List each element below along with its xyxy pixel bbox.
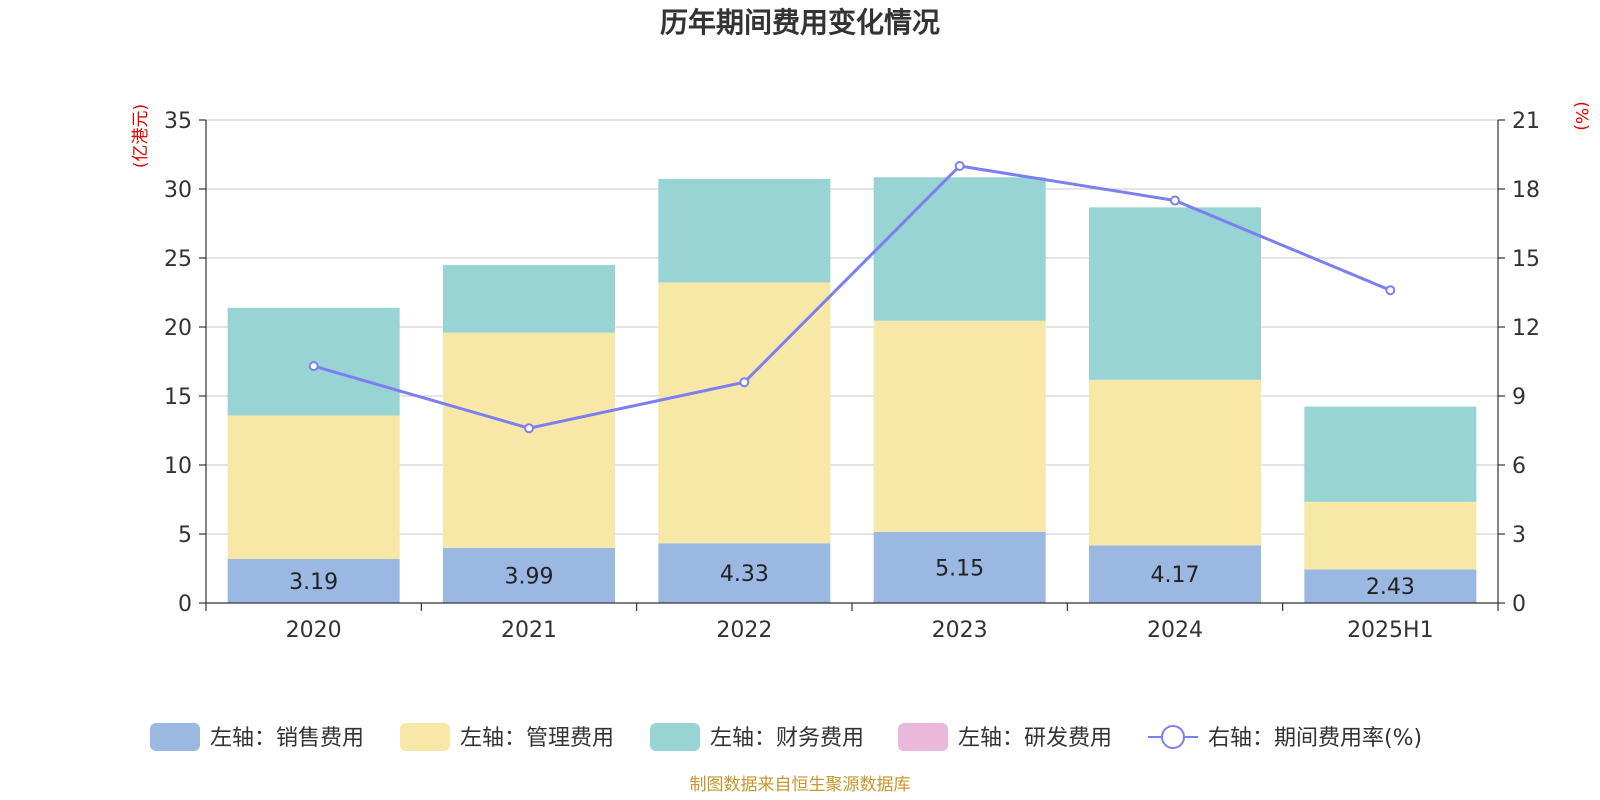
- bar-segment-1: [1089, 379, 1261, 546]
- legend-swatch: [650, 723, 700, 751]
- right-tick-label: 15: [1512, 247, 1540, 272]
- bar-segment-0: [1089, 545, 1261, 603]
- legend-label: 左轴：管理费用: [460, 726, 614, 751]
- rate-point: [308, 361, 319, 372]
- left-tick-label: 0: [178, 592, 192, 617]
- rate-point: [1385, 285, 1396, 296]
- bar-segment-0: [658, 543, 831, 603]
- legend-label: 左轴：销售费用: [210, 726, 364, 751]
- bar-segment-1: [227, 415, 400, 559]
- x-tick-label: 2023: [932, 618, 988, 643]
- x-tick-label: 2025H1: [1347, 618, 1434, 643]
- bar-value-label: 3.99: [505, 564, 554, 589]
- legend-swatch: [150, 723, 200, 751]
- x-tick-label: 2020: [286, 618, 342, 643]
- legend-swatch: [898, 723, 948, 751]
- right-axis-unit: (%): [1571, 101, 1591, 130]
- right-tick-label: 21: [1512, 109, 1540, 134]
- source-note: 制图数据来自恒生聚源数据库: [690, 775, 911, 795]
- axes: 0 5 10 15 20 25 30 35 0 3 6 9 12 15 18 21 (亿港元) (%) 2020 20…: [131, 101, 1591, 643]
- rate-point: [524, 423, 534, 434]
- legend-label: 右轴：期间费用率(%): [1208, 726, 1422, 751]
- bar-segment-0: [227, 558, 400, 603]
- bar-segment-1: [873, 320, 1046, 532]
- left-tick-label: 35: [164, 109, 192, 134]
- bars: 3.19 3.99 4.33 5.15 4.17 2.43: [227, 177, 1477, 603]
- x-tick-label: 2021: [501, 618, 557, 643]
- rate-point: [1170, 195, 1180, 206]
- bar-value-label: 3.19: [289, 570, 338, 595]
- bar-segment-0: [443, 547, 615, 603]
- rate-point: [954, 161, 965, 171]
- right-tick-label: 18: [1512, 178, 1540, 203]
- legend-label: 左轴：财务费用: [710, 726, 864, 751]
- left-tick-label: 10: [164, 454, 192, 479]
- x-tick-label: 2024: [1147, 618, 1203, 643]
- left-tick-label: 30: [164, 178, 192, 203]
- chart-title: 历年期间费用变化情况: [660, 6, 940, 39]
- right-tick-label: 12: [1512, 316, 1540, 341]
- bar-segment-2: [873, 177, 1046, 321]
- bar-value-label: 5.15: [935, 556, 984, 581]
- bar-value-label: 2.43: [1366, 575, 1415, 600]
- left-tick-label: 20: [164, 316, 192, 341]
- rate-line-path: [313, 164, 1391, 430]
- legend: 左轴：销售费用 左轴：管理费用 左轴：财务费用 左轴：研发费用 右轴：期间费用率(%): [150, 723, 1422, 751]
- bar-segment-0: [1304, 569, 1477, 603]
- bar-segment-2: [658, 178, 831, 283]
- bar-segment-2: [1304, 406, 1477, 502]
- right-tick-label: 3: [1512, 523, 1526, 548]
- left-tick-label: 5: [178, 523, 192, 548]
- grid: [206, 119, 1498, 604]
- right-tick-label: 0: [1512, 592, 1526, 617]
- bar-segment-1: [1304, 501, 1477, 570]
- left-tick-label: 25: [164, 247, 192, 272]
- right-tick-label: 9: [1512, 385, 1526, 410]
- rate-point: [739, 377, 750, 388]
- x-tick-label: 2022: [716, 618, 772, 643]
- left-axis-unit: (亿港元): [131, 104, 151, 168]
- legend-marker: [1161, 725, 1185, 749]
- bar-value-label: 4.33: [720, 562, 769, 587]
- rate-line: [308, 161, 1396, 434]
- bar-value-label: 4.17: [1151, 563, 1200, 588]
- bar-segment-2: [1089, 207, 1261, 380]
- left-tick-label: 15: [164, 385, 192, 410]
- bar-segment-2: [443, 265, 615, 333]
- legend-swatch: [400, 723, 450, 751]
- right-tick-label: 6: [1512, 454, 1526, 479]
- bar-segment-0: [873, 531, 1046, 603]
- legend-label: 左轴：研发费用: [958, 726, 1112, 751]
- bar-segment-1: [443, 332, 615, 548]
